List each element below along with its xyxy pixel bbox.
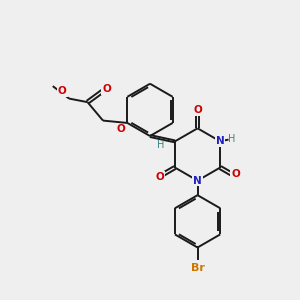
Text: N: N <box>216 136 225 146</box>
Text: H: H <box>158 140 165 150</box>
Text: O: O <box>155 172 164 182</box>
Text: O: O <box>102 84 111 94</box>
Text: O: O <box>116 124 125 134</box>
Text: H: H <box>228 134 235 144</box>
Text: N: N <box>193 176 202 186</box>
Text: O: O <box>231 169 240 179</box>
Text: Br: Br <box>190 263 205 273</box>
Text: O: O <box>58 86 67 96</box>
Text: O: O <box>193 105 202 115</box>
